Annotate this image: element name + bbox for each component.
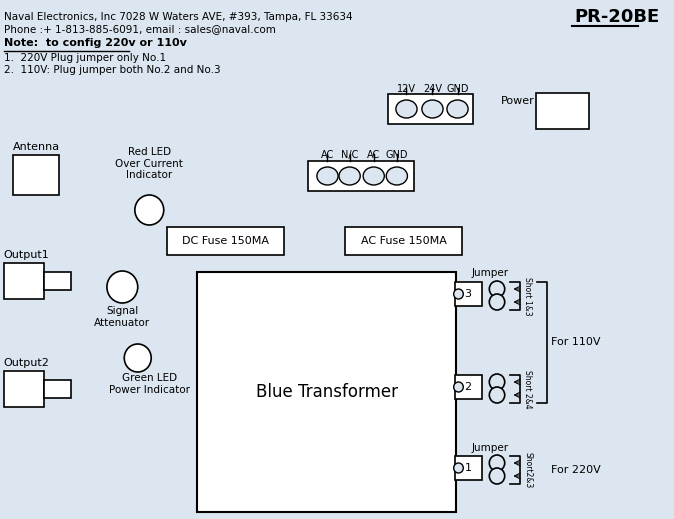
FancyBboxPatch shape [44, 380, 71, 398]
Circle shape [454, 463, 463, 473]
FancyBboxPatch shape [13, 155, 59, 195]
Circle shape [454, 289, 463, 299]
FancyBboxPatch shape [4, 263, 44, 299]
Circle shape [107, 271, 137, 303]
FancyBboxPatch shape [455, 375, 482, 399]
Text: AC Fuse 150MA: AC Fuse 150MA [361, 236, 446, 246]
FancyBboxPatch shape [44, 272, 71, 290]
FancyBboxPatch shape [388, 94, 473, 124]
Circle shape [489, 455, 505, 471]
Text: GND: GND [386, 150, 408, 160]
FancyBboxPatch shape [455, 456, 482, 480]
Text: 24V: 24V [423, 84, 442, 94]
Text: Red LED
Over Current
Indicator: Red LED Over Current Indicator [115, 147, 183, 180]
Text: 1: 1 [464, 463, 472, 473]
FancyBboxPatch shape [345, 227, 462, 255]
Text: Power: Power [501, 96, 534, 106]
Text: PR-20BE: PR-20BE [574, 8, 659, 26]
Ellipse shape [339, 167, 360, 185]
FancyBboxPatch shape [536, 93, 588, 129]
FancyBboxPatch shape [197, 272, 456, 512]
FancyBboxPatch shape [455, 282, 482, 306]
Text: 1.  220V Plug jumper only No.1: 1. 220V Plug jumper only No.1 [4, 53, 166, 63]
Text: For 220V: For 220V [551, 465, 601, 475]
Ellipse shape [363, 167, 384, 185]
Text: 2.  110V: Plug jumper both No.2 and No.3: 2. 110V: Plug jumper both No.2 and No.3 [4, 65, 220, 75]
Ellipse shape [317, 167, 338, 185]
Circle shape [489, 281, 505, 297]
Text: DC Fuse 150MA: DC Fuse 150MA [182, 236, 269, 246]
Text: Naval Electronics, Inc 7028 W Waters AVE, #393, Tampa, FL 33634: Naval Electronics, Inc 7028 W Waters AVE… [4, 12, 353, 22]
FancyBboxPatch shape [4, 371, 44, 407]
Text: Jumper: Jumper [472, 443, 509, 453]
Text: Short2&3: Short2&3 [523, 452, 532, 488]
Text: Antenna: Antenna [13, 142, 59, 152]
Text: 2: 2 [464, 382, 472, 392]
FancyBboxPatch shape [166, 227, 284, 255]
Text: AC: AC [367, 150, 380, 160]
Circle shape [489, 374, 505, 390]
Text: Output2: Output2 [4, 358, 50, 368]
Text: Short 2&4: Short 2&4 [523, 370, 532, 408]
FancyBboxPatch shape [308, 161, 415, 191]
Circle shape [489, 468, 505, 484]
Text: Green LED
Power Indicator: Green LED Power Indicator [109, 373, 190, 394]
Ellipse shape [447, 100, 468, 118]
Circle shape [454, 382, 463, 392]
Text: GND: GND [446, 84, 469, 94]
Circle shape [124, 344, 151, 372]
Ellipse shape [396, 100, 417, 118]
Text: Short 1&3: Short 1&3 [523, 277, 532, 316]
Circle shape [135, 195, 164, 225]
Circle shape [489, 294, 505, 310]
Circle shape [489, 387, 505, 403]
Text: Phone :+ 1-813-885-6091, email : sales@naval.com: Phone :+ 1-813-885-6091, email : sales@n… [4, 24, 276, 34]
Text: Output1: Output1 [4, 250, 50, 260]
Text: Signal
Attenuator: Signal Attenuator [94, 306, 150, 327]
Ellipse shape [386, 167, 408, 185]
Text: Blue Transformer: Blue Transformer [257, 383, 398, 401]
Text: 12V: 12V [397, 84, 416, 94]
Text: AC: AC [321, 150, 334, 160]
Text: 3: 3 [464, 289, 472, 299]
Text: N/C: N/C [341, 150, 359, 160]
Text: Jumper: Jumper [472, 268, 509, 278]
Ellipse shape [422, 100, 443, 118]
Text: For 110V: For 110V [551, 337, 601, 347]
Text: Note:  to config 220v or 110v: Note: to config 220v or 110v [4, 38, 187, 48]
